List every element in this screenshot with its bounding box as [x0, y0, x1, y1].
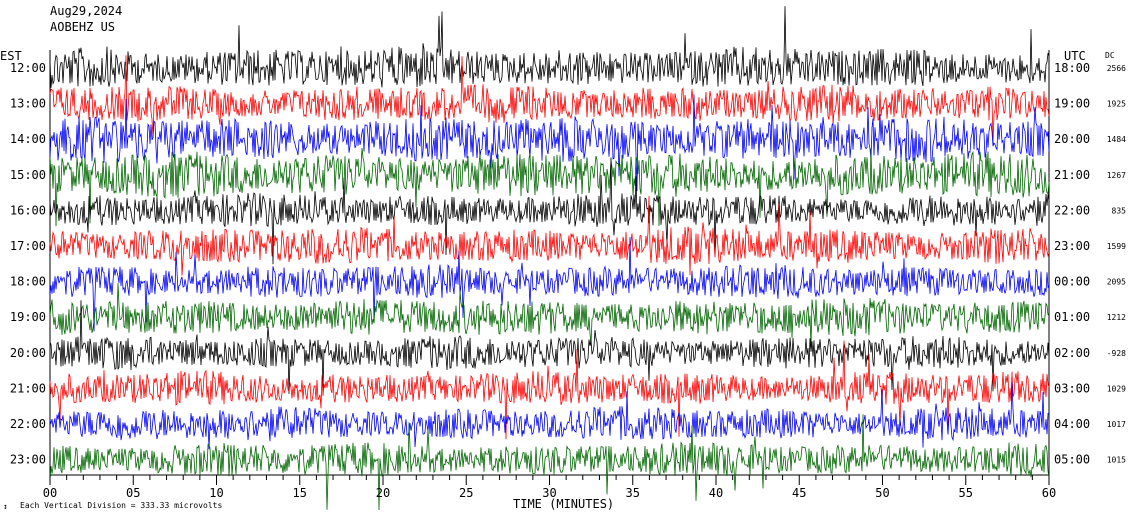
est-label-9: 21:00	[10, 381, 46, 395]
trace-row-1	[49, 55, 1050, 145]
trace-row-4	[49, 157, 1050, 265]
utc-label-10: 04:00	[1054, 417, 1090, 431]
dc-header: DC	[1105, 51, 1115, 60]
est-label-5: 17:00	[10, 239, 46, 253]
utc-label-6: 00:00	[1054, 275, 1090, 289]
dc-value-7: 1212	[1107, 313, 1126, 322]
trace-row-0	[49, 6, 1050, 88]
utc-label-9: 03:00	[1054, 381, 1090, 395]
trace-row-5	[49, 195, 1050, 276]
dc-value-4: 835	[1112, 206, 1127, 215]
utc-label-4: 22:00	[1054, 203, 1090, 217]
x-axis-label: TIME (MINUTES)	[513, 497, 614, 511]
date-label: Aug29,2024	[50, 4, 122, 18]
scale-note: Each Vertical Division = 333.33 microvol…	[20, 501, 222, 510]
est-label-0: 12:00	[10, 61, 46, 75]
x-tick-label-10: 10	[209, 486, 223, 500]
x-tick-label-20: 20	[376, 486, 390, 500]
x-tick-label-05: 05	[126, 486, 140, 500]
x-tick-label-60: 60	[1042, 486, 1056, 500]
trace-row-11	[49, 414, 1050, 511]
dc-value-10: 1017	[1107, 420, 1126, 429]
seismic-traces	[49, 6, 1050, 511]
trace-row-9	[49, 340, 1050, 440]
x-tick-label-40: 40	[709, 486, 723, 500]
trace-row-7	[49, 282, 1050, 348]
est-label-10: 22:00	[10, 417, 46, 431]
utc-label-7: 01:00	[1054, 310, 1090, 324]
est-label-11: 23:00	[10, 453, 46, 467]
utc-label-11: 05:00	[1054, 453, 1090, 467]
est-label-8: 20:00	[10, 346, 46, 360]
utc-label-0: 18:00	[1054, 61, 1090, 75]
utc-label-1: 19:00	[1054, 97, 1090, 111]
x-axis-ticks: 00 05 10 15 20 25 30 35 40 45 50 55 60	[43, 475, 1056, 500]
utc-label-8: 02:00	[1054, 346, 1090, 360]
trace-row-8	[49, 300, 1050, 394]
est-label-6: 18:00	[10, 275, 46, 289]
trace-row-6	[49, 237, 1050, 332]
x-tick-label-25: 25	[459, 486, 473, 500]
x-tick-label-50: 50	[875, 486, 889, 500]
x-tick-label-35: 35	[626, 486, 640, 500]
scale-note-icon: ↕	[3, 502, 8, 511]
trace-row-2	[49, 94, 1050, 192]
est-label-4: 16:00	[10, 203, 46, 217]
station-label: AOBEHZ US	[50, 20, 115, 34]
utc-label-2: 20:00	[1054, 132, 1090, 146]
est-label-1: 13:00	[10, 97, 46, 111]
dc-value-8: -928	[1107, 349, 1126, 358]
dc-value-1: 1925	[1107, 100, 1126, 109]
utc-label-3: 21:00	[1054, 168, 1090, 182]
x-tick-label-30: 30	[542, 486, 556, 500]
dc-value-11: 1015	[1107, 456, 1126, 465]
right-unit-label: UTC	[1064, 49, 1086, 63]
est-label-3: 15:00	[10, 168, 46, 182]
x-tick-label-45: 45	[792, 486, 806, 500]
utc-label-5: 23:00	[1054, 239, 1090, 253]
x-tick-label-55: 55	[959, 486, 973, 500]
trace-row-10	[49, 382, 1050, 450]
dc-value-3: 1267	[1107, 171, 1126, 180]
row-labels: 12:00 18:00 2566 13:00 19:00 1925 14:00 20:00 14…	[10, 61, 1126, 467]
est-label-7: 19:00	[10, 310, 46, 324]
dc-value-9: 1029	[1107, 384, 1126, 393]
dc-value-0: 2566	[1107, 64, 1126, 73]
dc-value-6: 2095	[1107, 278, 1126, 287]
left-unit-label: EST	[0, 49, 22, 63]
dc-value-5: 1599	[1107, 242, 1126, 251]
trace-row-3	[49, 147, 1050, 227]
x-tick-label-15: 15	[293, 486, 307, 500]
est-label-2: 14:00	[10, 132, 46, 146]
dc-value-2: 1484	[1107, 135, 1126, 144]
x-tick-label-00: 00	[43, 486, 57, 500]
